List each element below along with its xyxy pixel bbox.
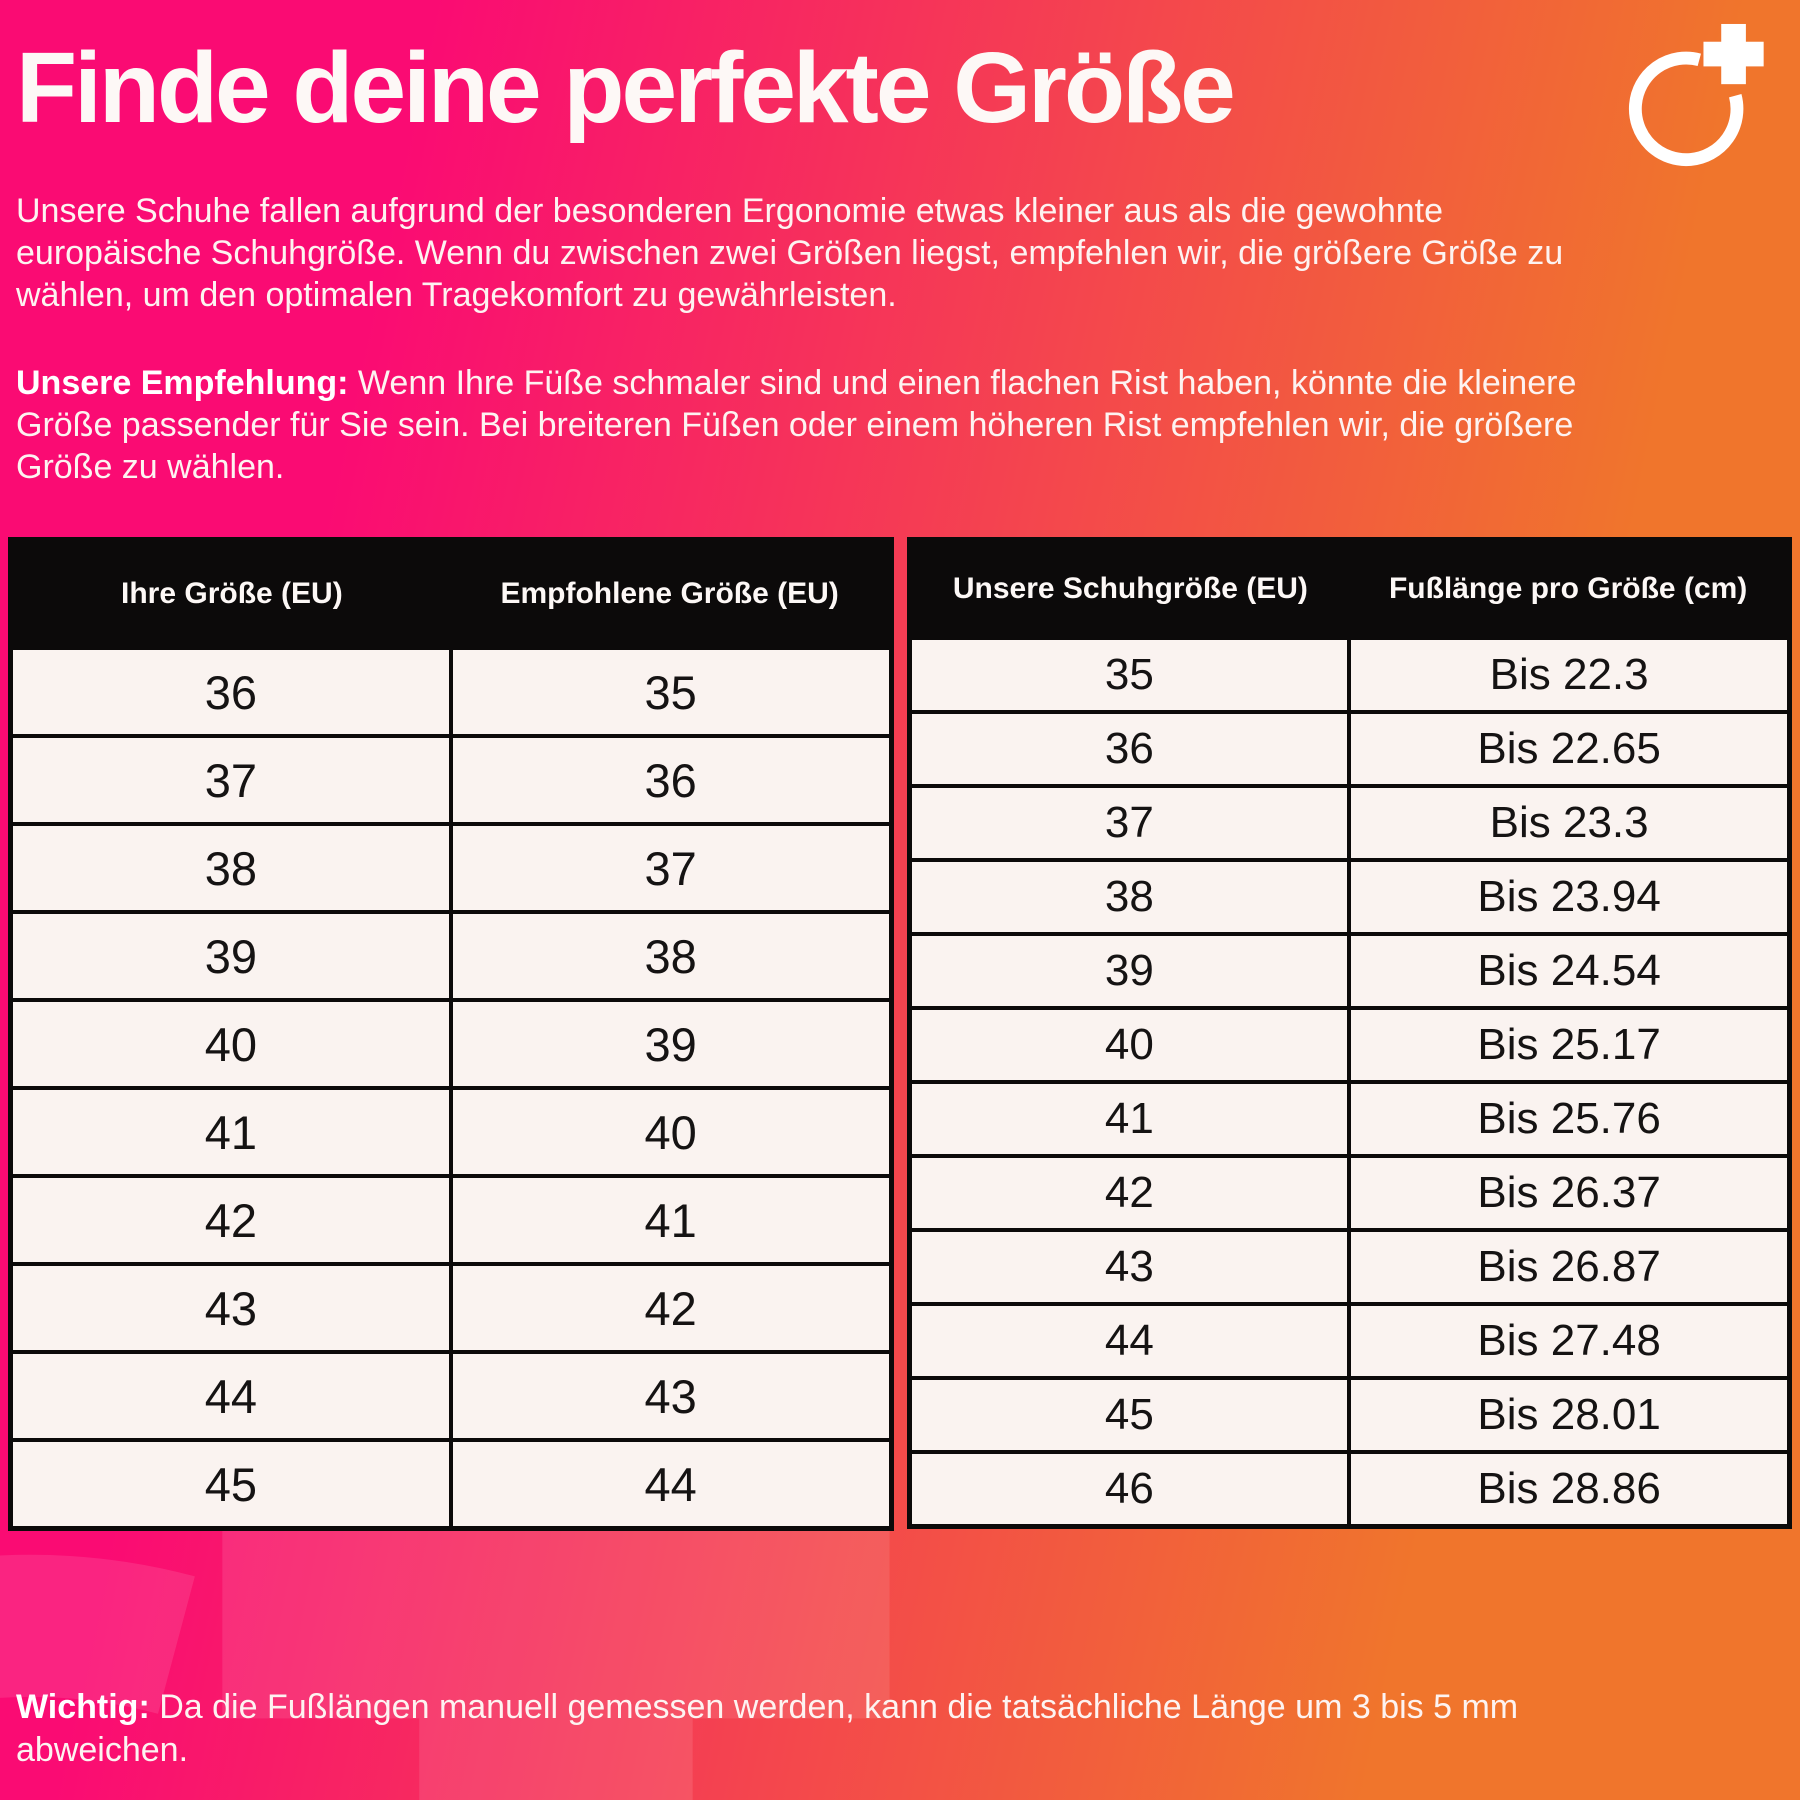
table-cell: 40 xyxy=(1104,1020,1154,1069)
table-row: 41 Bis 25.76 xyxy=(911,1080,1787,1154)
table-row: 40 39 xyxy=(13,998,889,1086)
table-cell: 45 xyxy=(1104,1390,1154,1439)
table-cell: 41 xyxy=(448,1178,889,1262)
table-cell: Bis 23.94 xyxy=(1347,862,1787,932)
table-row: 39 Bis 24.54 xyxy=(911,932,1787,1006)
size-conversion-table: Ihre Größe (EU) Empfohlene Größe (EU) 36… xyxy=(8,537,894,1531)
table-cell: 43 xyxy=(448,1354,889,1438)
table-cell: Bis 26.37 xyxy=(1347,1158,1787,1228)
recommendation-paragraph: Unsere Empfehlung: Wenn Ihre Füße schmal… xyxy=(16,362,1581,488)
circle-plus-brand-logo-icon xyxy=(1628,23,1764,167)
table-cell: 45 xyxy=(204,1457,258,1511)
table-cell: Bis 22.3 xyxy=(1347,640,1787,710)
table-cell: 42 xyxy=(448,1266,889,1350)
recommendation-text: Wenn Ihre Füße schmaler sind und einen f… xyxy=(16,364,1577,486)
table-row: 43 Bis 26.87 xyxy=(911,1228,1787,1302)
table-row: 45 Bis 28.01 xyxy=(911,1376,1787,1450)
table-row: 35 Bis 22.3 xyxy=(911,636,1787,710)
table-cell: 37 xyxy=(448,826,889,910)
table-cell: 37 xyxy=(1104,798,1154,847)
table-cell: 36 xyxy=(1104,724,1154,773)
table-row: 43 42 xyxy=(13,1262,889,1350)
table-row: 37 Bis 23.3 xyxy=(911,784,1787,858)
footer-label: Wichtig: xyxy=(16,1688,150,1726)
table-row: 44 43 xyxy=(13,1350,889,1438)
table-cell: 35 xyxy=(1104,650,1154,699)
foot-length-table: Unsere Schuhgröße (EU) Fußlänge pro Größ… xyxy=(906,537,1792,1529)
table-row: 37 36 xyxy=(13,734,889,822)
table-row: 36 Bis 22.65 xyxy=(911,710,1787,784)
table-header-row: Unsere Schuhgröße (EU) Fußlänge pro Größ… xyxy=(911,542,1787,636)
table-row: 39 38 xyxy=(13,910,889,998)
footer-note: Wichtig: Da die Fußlängen manuell gemess… xyxy=(16,1686,1581,1772)
table-cell: Bis 26.87 xyxy=(1347,1232,1787,1302)
table-cell: 41 xyxy=(1104,1094,1154,1143)
table-row: 45 44 xyxy=(13,1438,889,1526)
table-row: 41 40 xyxy=(13,1086,889,1174)
table-row: 38 37 xyxy=(13,822,889,910)
table-cell: 36 xyxy=(448,738,889,822)
table-row: 38 Bis 23.94 xyxy=(911,858,1787,932)
column-header: Ihre Größe (EU) xyxy=(121,577,343,610)
table-cell: Bis 25.76 xyxy=(1347,1084,1787,1154)
table-row: 44 Bis 27.48 xyxy=(911,1302,1787,1376)
table-row: 42 Bis 26.37 xyxy=(911,1154,1787,1228)
table-cell: 37 xyxy=(204,753,258,807)
table-cell: Bis 28.86 xyxy=(1347,1454,1787,1524)
table-cell: 41 xyxy=(204,1105,258,1159)
column-header: Empfohlene Größe (EU) xyxy=(500,577,839,610)
table-cell: Bis 25.17 xyxy=(1347,1010,1787,1080)
table-cell: 44 xyxy=(204,1369,258,1423)
table-cell: 43 xyxy=(204,1281,258,1335)
table-cell: Bis 27.48 xyxy=(1347,1306,1787,1376)
table-cell: 38 xyxy=(204,841,258,895)
tables-section: Ihre Größe (EU) Empfohlene Größe (EU) 36… xyxy=(8,537,1792,1531)
table-cell: 42 xyxy=(1104,1168,1154,1217)
page-title: Finde deine perfekte Größe xyxy=(16,32,1236,144)
recommendation-label: Unsere Empfehlung: xyxy=(16,364,349,402)
table-cell: 40 xyxy=(204,1017,258,1071)
table-row: 40 Bis 25.17 xyxy=(911,1006,1787,1080)
table-cell: 39 xyxy=(204,929,258,983)
footer-text: Da die Fußlängen manuell gemessen werden… xyxy=(16,1688,1519,1769)
table-cell: Bis 22.65 xyxy=(1347,714,1787,784)
table-row: 42 41 xyxy=(13,1174,889,1262)
table-cell: 43 xyxy=(1104,1242,1154,1291)
table-cell: Bis 23.3 xyxy=(1347,788,1787,858)
table-cell: 46 xyxy=(1104,1464,1154,1513)
column-header: Unsere Schuhgröße (EU) xyxy=(952,572,1308,605)
table-cell: 38 xyxy=(448,914,889,998)
table-cell: 42 xyxy=(204,1193,258,1247)
table-cell: 39 xyxy=(448,1002,889,1086)
intro-paragraph: Unsere Schuhe fallen aufgrund der besond… xyxy=(16,192,1564,314)
table-row: 46 Bis 28.86 xyxy=(911,1450,1787,1524)
table-cell: 39 xyxy=(1104,946,1154,995)
table-cell: 36 xyxy=(204,665,258,719)
table-body: 35 Bis 22.3 36 Bis 22.65 37 Bis 23.3 38 Bis 23.… xyxy=(911,636,1787,1524)
table-cell: 44 xyxy=(448,1442,889,1526)
table-row: 36 35 xyxy=(13,646,889,734)
table-cell: 38 xyxy=(1104,872,1154,921)
table-cell: 40 xyxy=(448,1090,889,1174)
table-header-row: Ihre Größe (EU) Empfohlene Größe (EU) xyxy=(13,542,889,646)
table-cell: Bis 24.54 xyxy=(1347,936,1787,1006)
table-cell: 44 xyxy=(1104,1316,1154,1365)
table-cell: 35 xyxy=(448,650,889,734)
table-body: 36 35 37 36 38 37 39 38 40 39 41 40 42 41 43 42 44 43 45 44 xyxy=(13,646,889,1526)
table-cell: Bis 28.01 xyxy=(1347,1380,1787,1450)
column-header: Fußlänge pro Größe (cm) xyxy=(1388,572,1748,605)
